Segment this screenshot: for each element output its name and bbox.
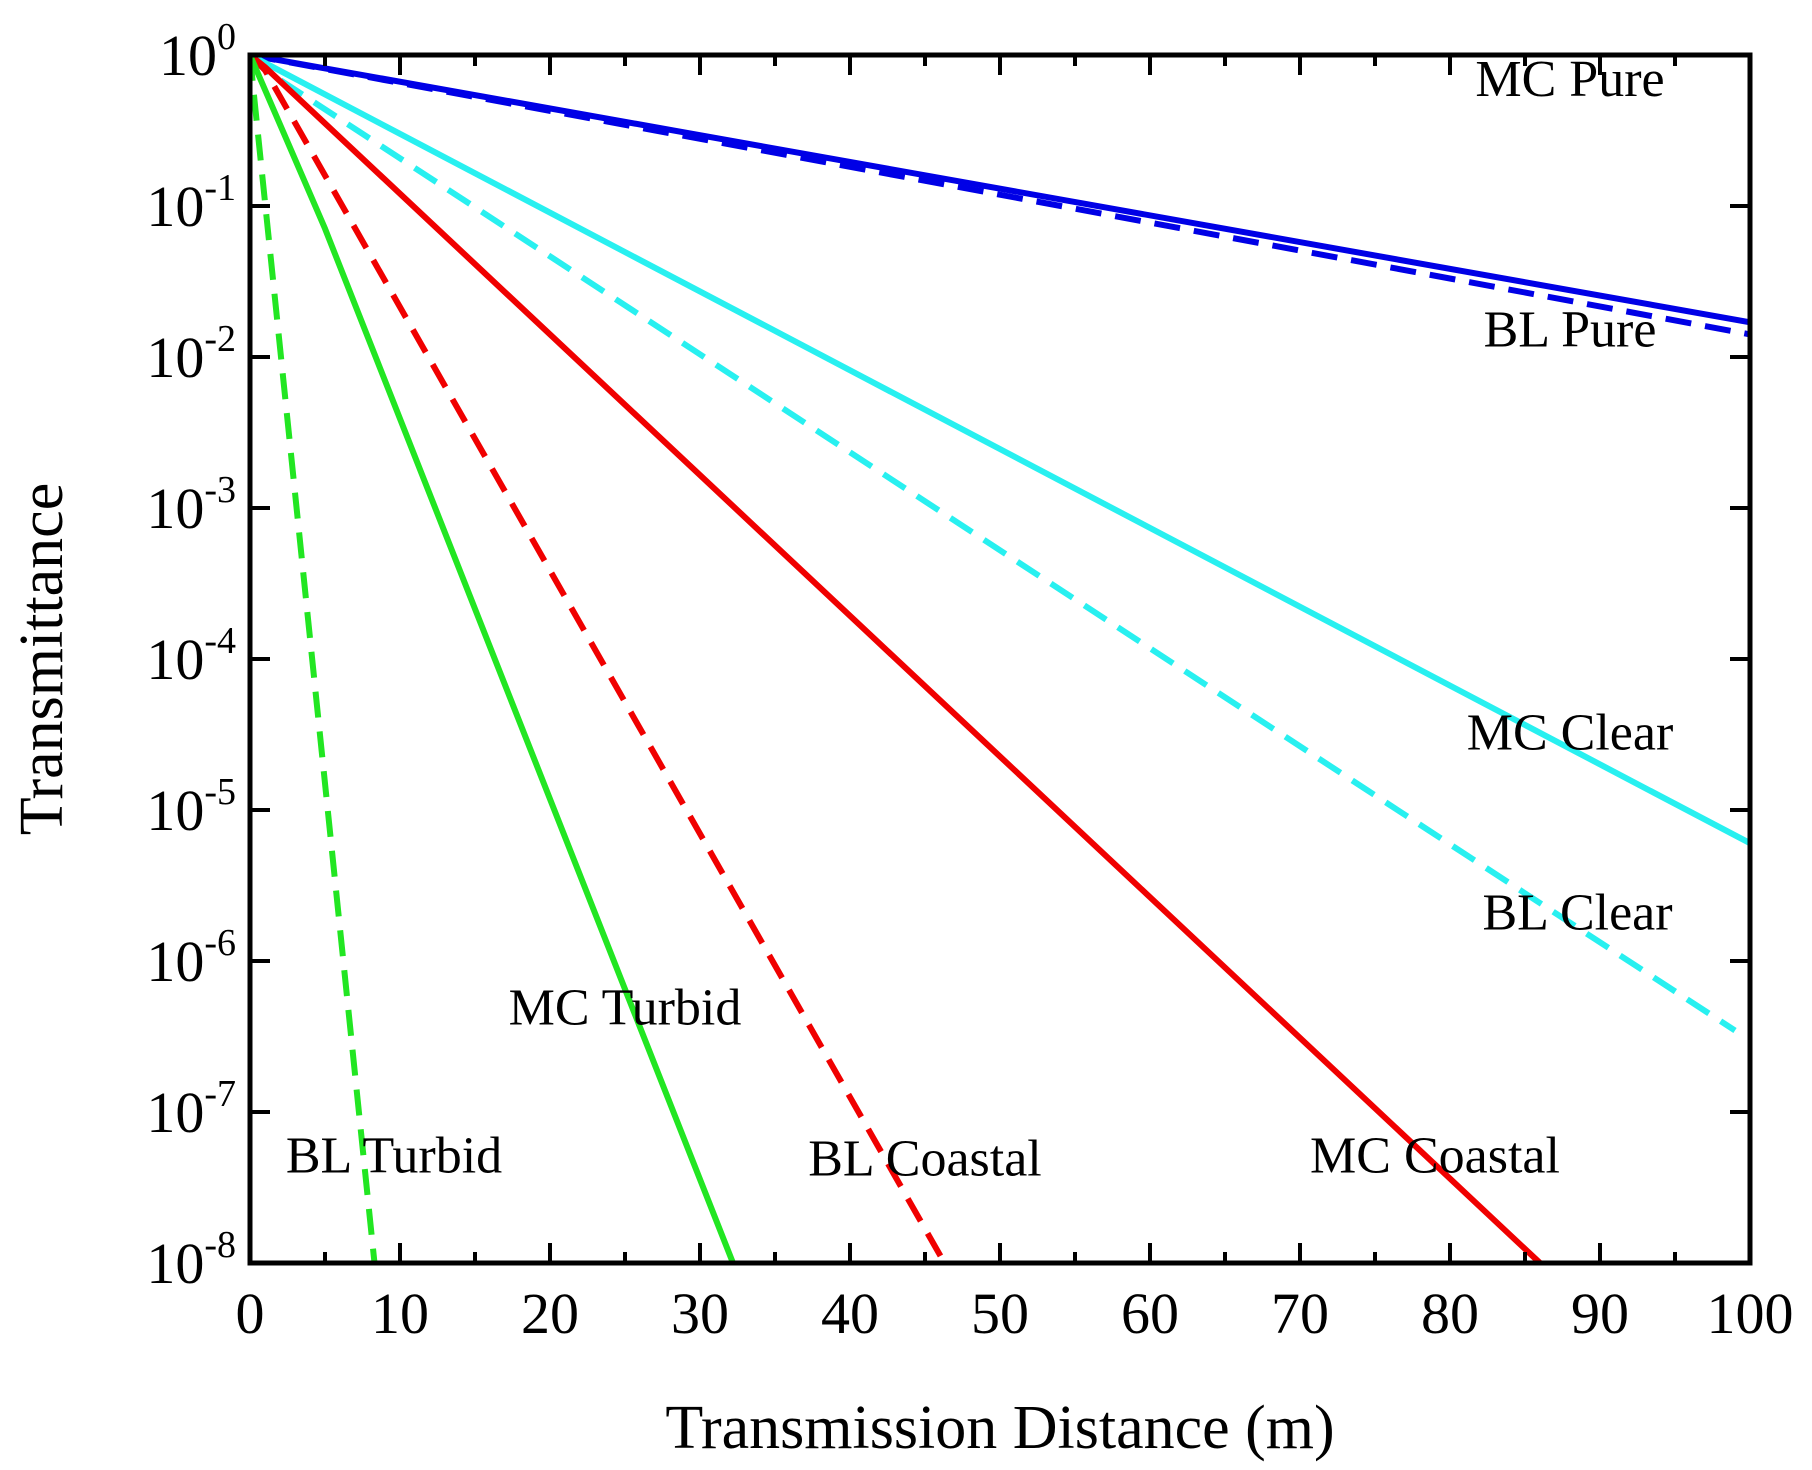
x-tick-label: 40 bbox=[821, 1281, 879, 1346]
x-tick-label: 80 bbox=[1421, 1281, 1479, 1346]
y-tick-label: 10-1 bbox=[146, 167, 236, 239]
x-tick-label: 90 bbox=[1571, 1281, 1629, 1346]
series-label-mc-turbid: MC Turbid bbox=[509, 979, 742, 1036]
series-line-bl-pure bbox=[250, 55, 1750, 338]
x-tick-label: 50 bbox=[971, 1281, 1029, 1346]
x-tick-label: 60 bbox=[1121, 1281, 1179, 1346]
x-tick-label: 70 bbox=[1271, 1281, 1329, 1346]
plot-frame bbox=[247, 52, 1753, 1266]
y-tick-label: 100 bbox=[159, 16, 236, 88]
series-label-mc-coastal: MC Coastal bbox=[1310, 1127, 1560, 1184]
series-label-bl-clear: BL Clear bbox=[1482, 884, 1672, 941]
y-tick-label: 10-3 bbox=[146, 469, 236, 541]
y-tick-label: 10-6 bbox=[146, 922, 236, 994]
y-tick-label: 10-5 bbox=[146, 771, 236, 843]
label-layer: 0 10 20 30 40 50 60 70 80 90 100 100 10-1 10-2 10-3 10-… bbox=[146, 16, 1793, 1346]
series-line-mc-turbid bbox=[250, 55, 736, 1263]
series-layer bbox=[250, 55, 1750, 1263]
y-tick-label: 10-7 bbox=[146, 1073, 236, 1145]
x-tick-label: 0 bbox=[236, 1281, 265, 1346]
x-tick-label: 10 bbox=[371, 1281, 429, 1346]
series-label-bl-coastal: BL Coastal bbox=[808, 1130, 1042, 1187]
y-tick-label: 10-2 bbox=[146, 318, 236, 390]
series-line-mc-clear bbox=[250, 55, 1750, 846]
x-tick-label: 30 bbox=[671, 1281, 729, 1346]
y-tick-label: 10-4 bbox=[146, 620, 236, 692]
series-label-bl-turbid: BL Turbid bbox=[286, 1127, 502, 1184]
series-line-mc-coastal bbox=[250, 55, 1543, 1263]
x-tick-label: 20 bbox=[521, 1281, 579, 1346]
y-tick-label: 10-8 bbox=[146, 1224, 236, 1296]
series-label-bl-pure: BL Pure bbox=[1484, 301, 1657, 358]
y-axis-label: Transmittance bbox=[8, 483, 76, 835]
x-axis-label: Transmission Distance (m) bbox=[665, 1394, 1334, 1462]
x-tick-label: 100 bbox=[1707, 1281, 1794, 1346]
tick-layer bbox=[248, 53, 1752, 1265]
series-label-mc-pure: MC Pure bbox=[1475, 51, 1664, 108]
series-label-mc-clear: MC Clear bbox=[1467, 705, 1674, 762]
